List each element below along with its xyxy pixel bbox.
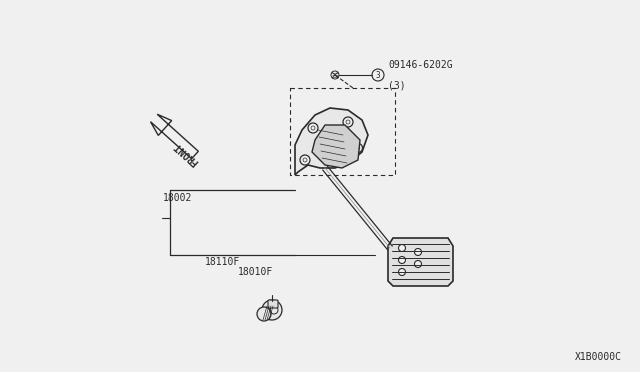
Circle shape bbox=[353, 144, 362, 153]
Circle shape bbox=[399, 257, 406, 263]
Circle shape bbox=[343, 117, 353, 127]
Polygon shape bbox=[295, 108, 368, 175]
Text: 18010F: 18010F bbox=[237, 267, 273, 277]
Circle shape bbox=[262, 300, 282, 320]
Text: X1B0000C: X1B0000C bbox=[575, 352, 622, 362]
Circle shape bbox=[399, 244, 406, 251]
Polygon shape bbox=[150, 114, 198, 159]
Text: 09146-6202G: 09146-6202G bbox=[388, 60, 452, 70]
Text: 3: 3 bbox=[376, 71, 380, 80]
Circle shape bbox=[308, 123, 318, 133]
Text: (3): (3) bbox=[388, 80, 406, 90]
Text: FRONT: FRONT bbox=[172, 140, 200, 167]
Polygon shape bbox=[388, 238, 453, 286]
Polygon shape bbox=[312, 125, 360, 168]
Circle shape bbox=[300, 155, 310, 165]
Text: 18110F: 18110F bbox=[205, 257, 240, 267]
Circle shape bbox=[399, 269, 406, 276]
Text: 18002: 18002 bbox=[163, 193, 193, 203]
Circle shape bbox=[415, 248, 422, 256]
FancyBboxPatch shape bbox=[268, 300, 278, 308]
Circle shape bbox=[257, 307, 271, 321]
Circle shape bbox=[415, 260, 422, 267]
